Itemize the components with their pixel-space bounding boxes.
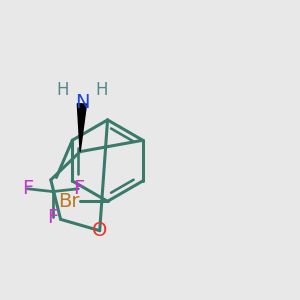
Text: H: H [95,81,108,99]
Polygon shape [77,104,86,152]
Text: F: F [73,179,84,198]
Text: F: F [47,208,58,226]
Text: Br: Br [58,192,80,211]
Text: H: H [56,81,69,99]
Text: O: O [92,221,107,240]
Text: F: F [22,179,33,198]
Text: N: N [75,93,89,112]
